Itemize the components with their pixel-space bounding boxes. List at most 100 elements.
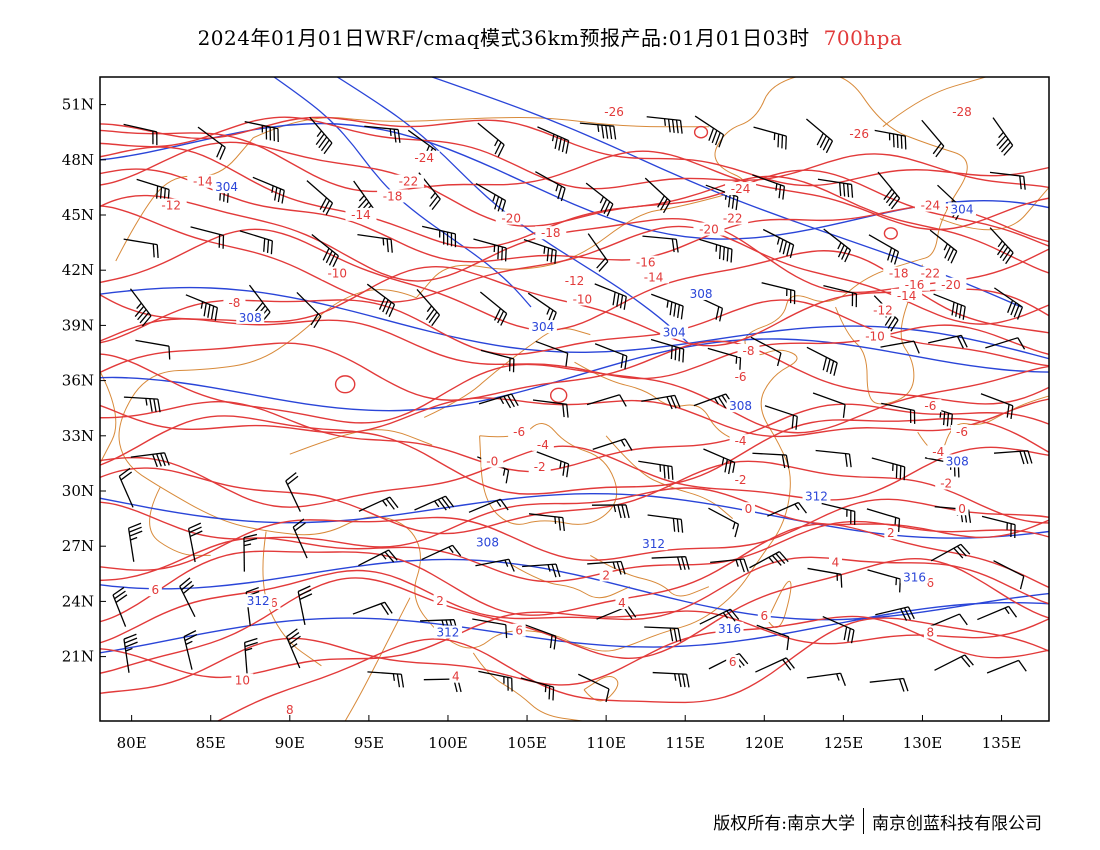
wind-barb [921, 119, 945, 158]
wind-barb [179, 577, 196, 618]
temperature-label: -14 [644, 270, 664, 284]
label-background [535, 226, 567, 240]
wind-barb [309, 116, 333, 155]
wind-barb [756, 624, 790, 651]
wind-barb [523, 238, 557, 264]
temperature-isoline [100, 116, 1049, 187]
label-background [599, 568, 613, 582]
wind-barb [823, 228, 852, 263]
wind-barb [750, 336, 782, 367]
label-background [935, 476, 958, 490]
border-line [149, 487, 211, 556]
temperature-isoline [100, 556, 1049, 644]
label-background [236, 310, 265, 324]
label-background [741, 502, 755, 516]
wind-barb [927, 613, 968, 628]
wind-barb [755, 657, 795, 673]
temperature-label: -22 [921, 267, 941, 281]
lon-label: 80E [117, 734, 147, 752]
temperature-label: -18 [541, 226, 561, 240]
height-label: 308 [946, 454, 969, 468]
temperature-label: -18 [383, 189, 403, 203]
label-background [859, 329, 891, 343]
label-background [729, 434, 752, 448]
label-background [473, 535, 502, 549]
lat-label: 24N [62, 592, 94, 610]
temperature-isoline [100, 397, 1049, 438]
wind-barb [694, 115, 725, 148]
temperature-label: -8 [742, 344, 754, 358]
height-label: 304 [951, 202, 974, 216]
wind-barb [989, 227, 1014, 265]
wind-barb [479, 291, 508, 326]
wind-barb [357, 233, 393, 253]
wind-barb [244, 120, 279, 142]
label-background [321, 266, 353, 280]
wind-barb [993, 560, 1025, 590]
label-background [891, 288, 923, 302]
wind-barb [928, 334, 968, 349]
label-background [528, 459, 551, 473]
label-background [955, 502, 969, 516]
temperature-label: -6 [513, 425, 525, 439]
lon-label: 85E [196, 734, 226, 752]
wind-barb [806, 672, 846, 686]
border-line [583, 676, 619, 702]
lon-label: 105E [507, 734, 547, 752]
wind-barb [592, 438, 633, 451]
temperature-label: -6 [924, 399, 936, 413]
lon-label: 90E [275, 734, 305, 752]
label-background [512, 623, 526, 637]
height-label: 304 [215, 180, 238, 194]
label-background [757, 608, 771, 622]
temperature-label: -26 [849, 127, 869, 141]
label-background [481, 454, 504, 468]
wind-barb [707, 347, 742, 372]
lon-label: 130E [903, 734, 943, 752]
wind-barb [536, 451, 570, 478]
wind-barb [651, 556, 690, 571]
wind-barb [749, 551, 789, 569]
temperature-label: -12 [161, 199, 181, 213]
temperature-label: -12 [873, 304, 893, 318]
wind-barb [522, 563, 561, 578]
height-label: 308 [729, 399, 752, 413]
wind-barb [699, 238, 733, 263]
label-background [725, 182, 757, 196]
wind-barb [753, 126, 787, 150]
wind-barb [475, 183, 507, 214]
wind-barb [367, 671, 405, 688]
label-background [231, 673, 254, 687]
temperature-label: -16 [636, 256, 656, 270]
border-line [344, 597, 411, 721]
label-background [223, 296, 246, 310]
label-background [729, 369, 752, 383]
temperature-label: 2 [436, 594, 444, 608]
wind-barb [239, 230, 273, 255]
temperature-label: -16 [905, 278, 925, 292]
temperature-label: -26 [604, 105, 624, 119]
wind-barb [414, 495, 455, 511]
label-background [883, 266, 915, 280]
map-frame [99, 76, 1050, 722]
temperature-label: 6 [927, 576, 935, 590]
temperature-label: -2 [940, 476, 952, 490]
height-label: 312 [805, 489, 828, 503]
temperature-loop [549, 387, 568, 404]
label-background [867, 303, 899, 317]
wind-barb [243, 533, 258, 572]
label-background [495, 211, 527, 225]
label-background [630, 255, 662, 269]
wind-barb [767, 501, 807, 517]
border-line [472, 652, 583, 721]
height-label: 316 [718, 622, 741, 636]
wind-barb [752, 174, 786, 200]
wind-barb [421, 544, 462, 561]
height-isoline [100, 558, 1049, 621]
wind-barb [468, 498, 509, 513]
wind-barb [710, 558, 749, 573]
temperature-label: -24 [921, 199, 941, 213]
wind-barb [252, 176, 285, 204]
temperature-isoline [100, 299, 1049, 367]
lat-label: 30N [62, 482, 94, 500]
